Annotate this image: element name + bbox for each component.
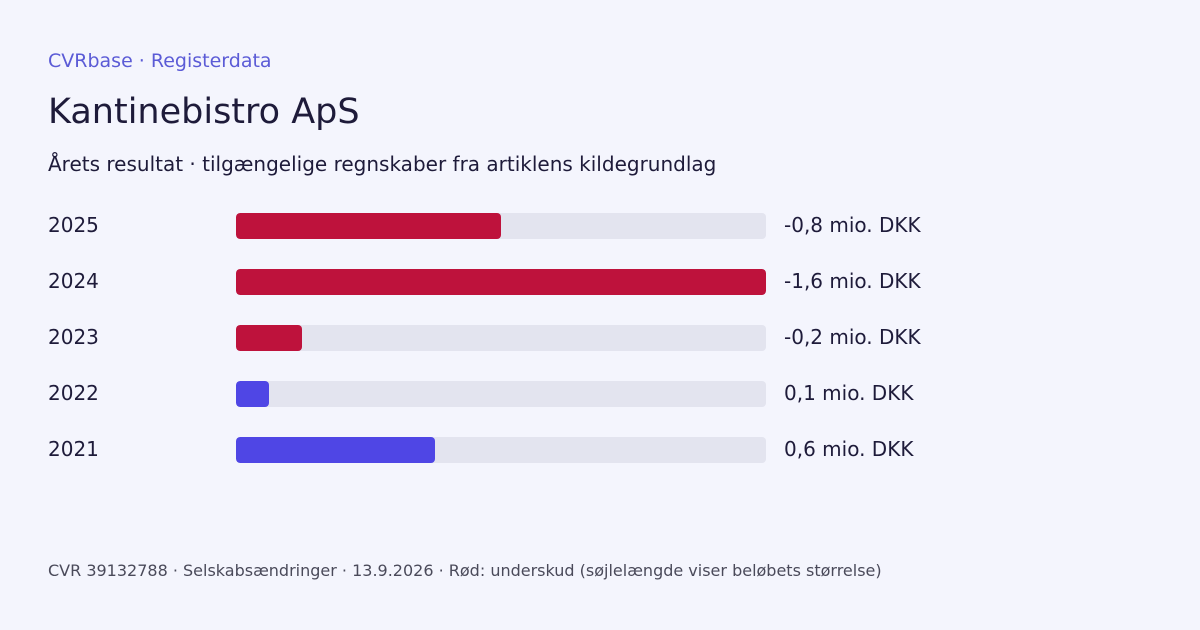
loss-bar	[236, 325, 302, 351]
year-label: 2025	[48, 213, 99, 237]
loss-bar	[236, 213, 501, 239]
result-bar-chart: 2025 -0,8 mio. DKK 2024 -1,6 mio. DKK 2023 -0…	[48, 200, 1048, 480]
footer-note: CVR 39132788 · Selskabsændringer · 13.9.…	[48, 561, 882, 580]
bar-track	[236, 213, 766, 239]
loss-bar	[236, 269, 766, 295]
chart-subtitle: Årets resultat · tilgængelige regnskaber…	[48, 152, 717, 176]
eyebrow-source: CVRbase · Registerdata	[48, 50, 272, 72]
value-label: -0,2 mio. DKK	[784, 325, 921, 349]
bar-track	[236, 437, 766, 463]
profit-bar	[236, 437, 435, 463]
bar-track	[236, 381, 766, 407]
profit-bar	[236, 381, 269, 407]
year-label: 2021	[48, 437, 99, 461]
chart-row: 2022 0,1 mio. DKK	[48, 368, 1048, 424]
value-label: -0,8 mio. DKK	[784, 213, 921, 237]
page-title: Kantinebistro ApS	[48, 92, 360, 132]
year-label: 2022	[48, 381, 99, 405]
year-label: 2024	[48, 269, 99, 293]
chart-row: 2021 0,6 mio. DKK	[48, 424, 1048, 480]
bar-track	[236, 269, 766, 295]
chart-row: 2025 -0,8 mio. DKK	[48, 200, 1048, 256]
bar-track	[236, 325, 766, 351]
value-label: 0,6 mio. DKK	[784, 437, 914, 461]
chart-row: 2023 -0,2 mio. DKK	[48, 312, 1048, 368]
chart-row: 2024 -1,6 mio. DKK	[48, 256, 1048, 312]
value-label: 0,1 mio. DKK	[784, 381, 914, 405]
year-label: 2023	[48, 325, 99, 349]
value-label: -1,6 mio. DKK	[784, 269, 921, 293]
